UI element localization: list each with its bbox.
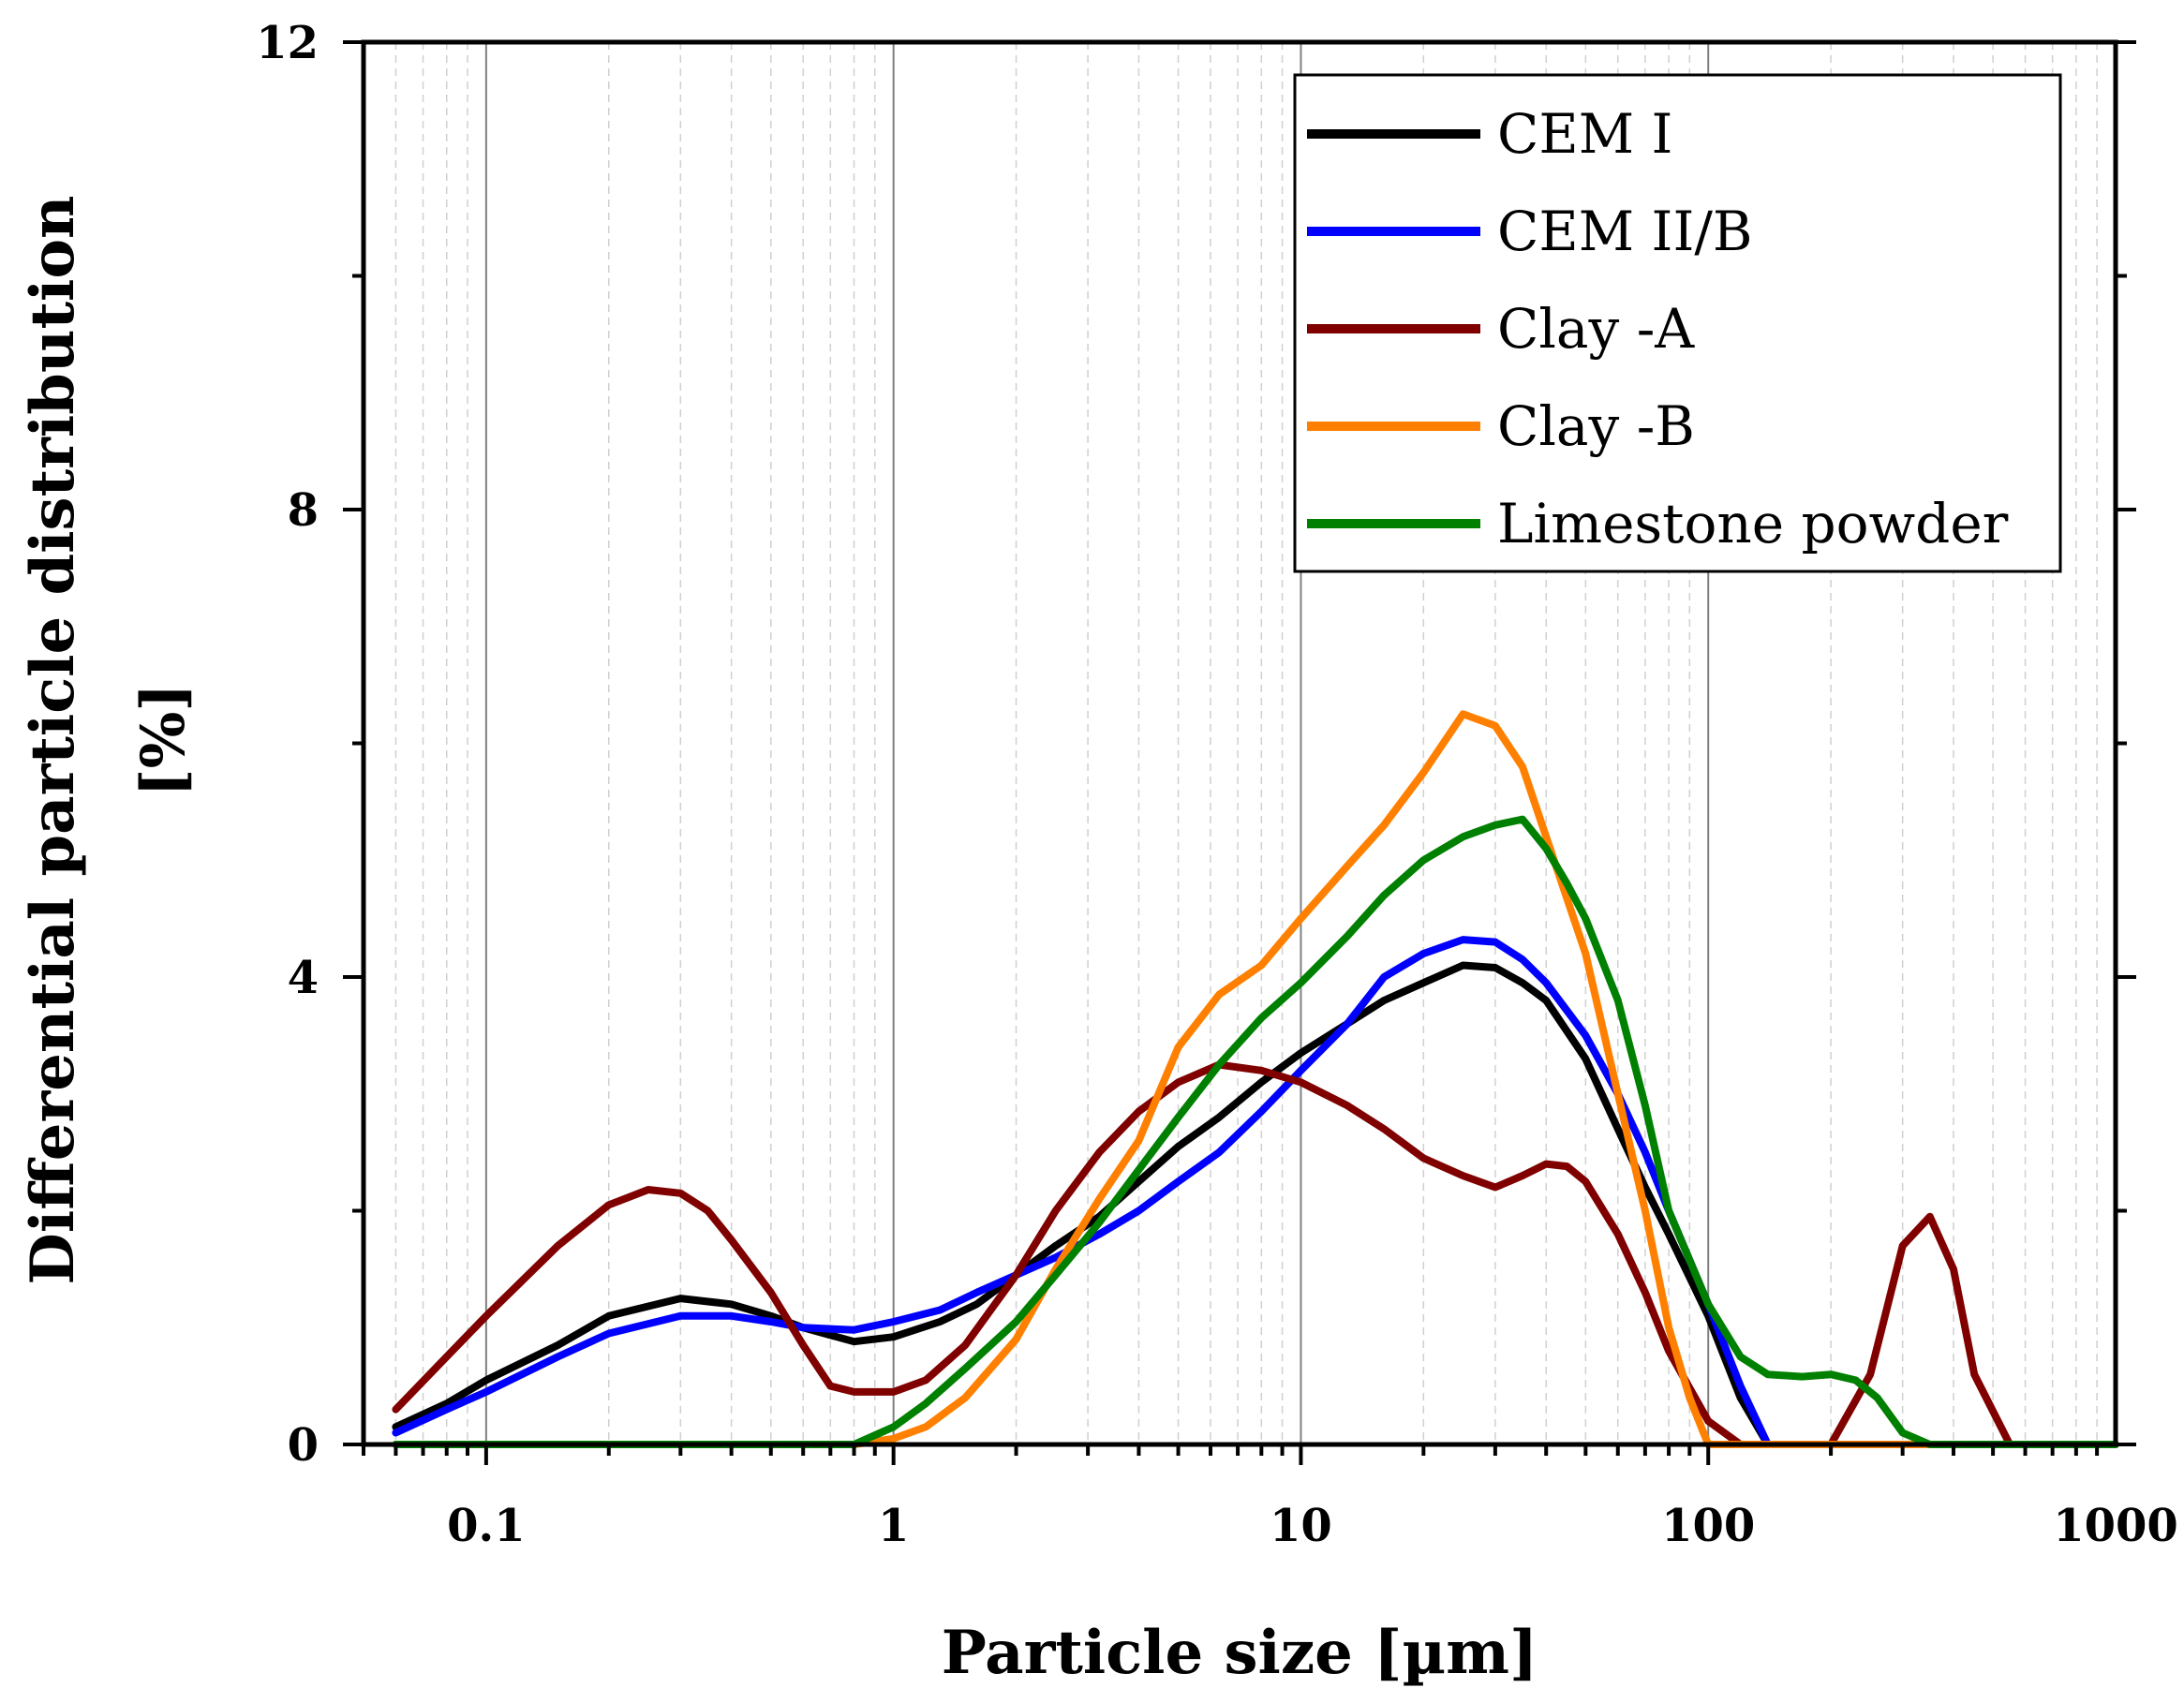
y-tick-labels: 0 4 8 12	[256, 17, 319, 1472]
x-tick-labels: 0.1 1 10 100 1000	[447, 1500, 2178, 1552]
series-line-4	[392, 815, 2119, 1448]
series-line-1	[392, 936, 1772, 1448]
y-axis-unit: [%]	[128, 683, 199, 796]
axis-ticks	[343, 40, 2136, 1465]
x-tick-label: 100	[1661, 1500, 1755, 1552]
y-tick-label: 4	[288, 952, 319, 1004]
legend-label: Clay -A	[1497, 297, 1695, 361]
y-tick-label: 0	[288, 1419, 319, 1472]
legend-label: Clay -B	[1497, 394, 1695, 458]
x-tick-label: 1	[878, 1500, 909, 1552]
x-tick-label: 0.1	[447, 1500, 526, 1552]
series-line-2	[392, 1060, 2014, 1448]
y-axis-title-line-2: [%]	[128, 683, 199, 796]
y-tick-label: 8	[288, 484, 319, 537]
x-axis-title: Particle size [µm]	[942, 1618, 1538, 1688]
x-tick-label: 10	[1270, 1500, 1332, 1552]
y-axis-title-line-1: Differential particle distribution	[18, 195, 88, 1284]
y-tick-label: 12	[256, 17, 319, 69]
legend-label: CEM II/B	[1497, 200, 1753, 263]
legend-label: CEM I	[1497, 102, 1672, 166]
legend: CEM I CEM II/B Clay -A Clay -B Limestone pow…	[1293, 73, 2062, 573]
series-line-3	[392, 710, 2119, 1448]
x-tick-label: 1000	[2053, 1500, 2178, 1552]
series-line-0	[392, 961, 1772, 1448]
legend-box	[1293, 73, 2062, 573]
series-lines	[392, 710, 2119, 1448]
legend-label: Limestone powder	[1497, 492, 2009, 555]
y-axis-title: Differential particle distribution	[18, 195, 88, 1284]
